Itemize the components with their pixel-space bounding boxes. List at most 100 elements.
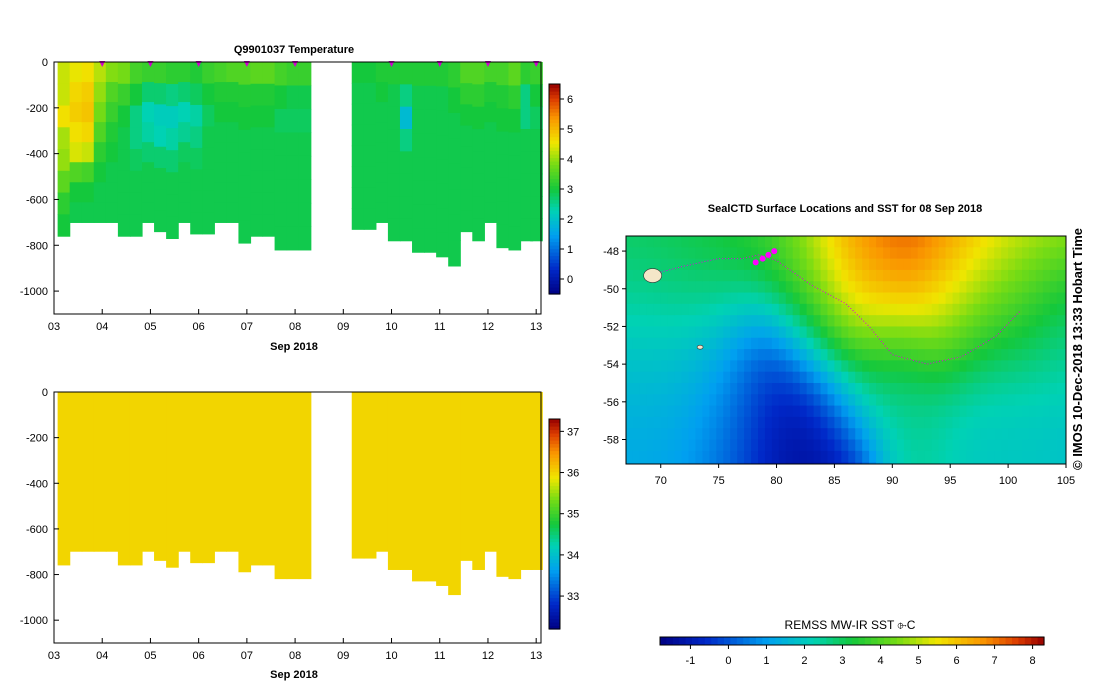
- sst-cell: [646, 462, 655, 465]
- sst-cell: [751, 462, 759, 465]
- temperature-cell: [484, 142, 497, 163]
- sst-cell: [869, 326, 877, 339]
- temperature-cell: [520, 218, 534, 242]
- sst-colorbar-band: [666, 637, 674, 645]
- sst-cell: [959, 450, 967, 463]
- sst-cell: [862, 247, 870, 260]
- salinity-xtick-label: 13: [530, 650, 542, 662]
- temperature-cell: [57, 170, 71, 194]
- sst-cell: [994, 258, 1002, 271]
- sst-cell: [855, 439, 863, 452]
- sst-cell: [771, 382, 780, 395]
- sst-cell: [667, 337, 676, 350]
- sst-cell: [994, 292, 1002, 305]
- temperature-cell: [166, 216, 179, 239]
- temperature-cell: [238, 129, 252, 154]
- sst-cell: [952, 258, 960, 271]
- sst-cell: [862, 258, 870, 271]
- sst-cell: [959, 416, 967, 429]
- sst-cell: [938, 247, 947, 260]
- sst-cell: [660, 258, 669, 271]
- temperature-cell: [298, 179, 312, 204]
- sst-cell: [876, 269, 884, 282]
- salinity-column: [274, 392, 288, 580]
- temperature-cell: [226, 122, 240, 143]
- temperature-cell: [166, 172, 179, 195]
- sst-cell: [952, 292, 960, 305]
- sst-cell: [938, 258, 947, 271]
- sst-cell: [702, 292, 710, 305]
- sst-cell: [931, 450, 940, 463]
- sst-cell: [1001, 236, 1009, 248]
- salinity-xtick-label: 10: [385, 650, 397, 662]
- sst-cell: [709, 281, 717, 294]
- sst-cell: [1028, 269, 1037, 282]
- sst-cell: [896, 326, 905, 339]
- sst-cell: [1042, 360, 1051, 373]
- sst-cell: [924, 428, 933, 441]
- temperature-colorbar-band: [549, 189, 560, 194]
- sst-cell: [910, 292, 919, 305]
- temperature-cell: [190, 212, 203, 235]
- sst-cell: [681, 416, 690, 429]
- sst-colorbar-band: [896, 637, 904, 645]
- salinity-ytick-label: -600: [26, 524, 48, 536]
- sst-cell: [716, 439, 724, 452]
- temperature-colorbar-tick-label: 5: [567, 124, 573, 136]
- sst-cell: [952, 315, 960, 327]
- sst-cell: [855, 269, 863, 282]
- temperature-cell: [520, 84, 534, 108]
- temperature-colorbar-band: [549, 126, 560, 131]
- sst-cell: [792, 258, 801, 271]
- sst-cell: [785, 428, 794, 441]
- sst-cell: [758, 405, 766, 418]
- temperature-plot-frame: [53, 61, 542, 315]
- sst-cell: [987, 281, 995, 294]
- sst-cell: [959, 247, 967, 260]
- sst-cell: [987, 236, 995, 248]
- sst-cell: [660, 394, 669, 407]
- sst-colorbar-band: [890, 637, 898, 645]
- sst-cell: [959, 315, 967, 327]
- sst-cell: [973, 281, 981, 294]
- sst-cell: [924, 371, 933, 384]
- sst-cell: [994, 236, 1002, 248]
- temperature-cell: [520, 151, 534, 175]
- sst-cell: [834, 462, 842, 465]
- sst-cell: [751, 439, 759, 452]
- sst-colorbar-band: [1012, 637, 1019, 645]
- sst-cell: [1042, 315, 1051, 327]
- temperature-cell: [154, 167, 167, 190]
- sst-cell: [653, 258, 662, 271]
- sst-cell: [778, 371, 787, 384]
- sst-cell: [1008, 258, 1016, 271]
- sst-cell: [827, 439, 835, 452]
- sst-cell: [1028, 382, 1037, 395]
- sst-cell: [855, 360, 863, 373]
- sst-colorbar-band: [749, 637, 757, 645]
- sst-cell: [883, 371, 891, 384]
- sst-cell: [1049, 360, 1058, 373]
- sst-colorbar-band: [941, 637, 949, 645]
- temperature-cell: [496, 224, 510, 249]
- sst-cell: [626, 326, 634, 339]
- sst-cell: [980, 462, 988, 465]
- sst-cell: [653, 303, 662, 316]
- salinity-xlabel: Sep 2018: [270, 669, 318, 681]
- sst-cell: [758, 360, 766, 373]
- sst-cell: [1063, 258, 1067, 271]
- temperature-cell: [214, 202, 227, 223]
- sst-cell: [737, 462, 745, 465]
- sst-cell: [827, 337, 835, 350]
- sst-cell: [1008, 303, 1016, 316]
- sst-cell: [785, 247, 794, 260]
- sst-cell: [834, 281, 842, 294]
- sst-cell: [744, 371, 752, 384]
- sst-colorbar-band: [775, 637, 783, 645]
- sst-cell: [785, 439, 794, 452]
- sst-cell: [896, 382, 905, 395]
- sst-colorbar-band: [922, 637, 930, 645]
- sst-cell: [1042, 428, 1051, 441]
- sst-cell: [1035, 428, 1044, 441]
- sst-cell: [973, 303, 981, 316]
